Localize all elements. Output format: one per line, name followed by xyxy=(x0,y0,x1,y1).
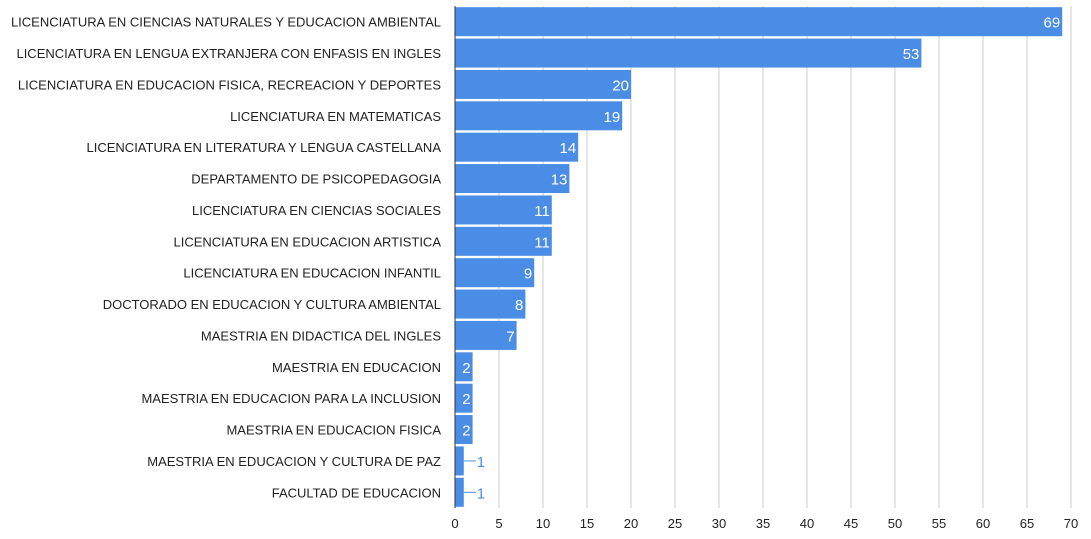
data-label: 2 xyxy=(462,391,470,408)
category-label: MAESTRIA EN EDUCACION Y CULTURA DE PAZ xyxy=(147,454,441,469)
data-label: 2 xyxy=(462,423,470,440)
x-tick-label: 65 xyxy=(1020,516,1034,531)
bar xyxy=(455,69,631,99)
bar xyxy=(455,383,473,413)
data-label: 14 xyxy=(560,140,577,157)
gridlines xyxy=(498,6,1072,508)
bar xyxy=(455,132,579,162)
bar xyxy=(455,320,517,350)
category-label: LICENCIATURA EN EDUCACION ARTISTICA xyxy=(173,234,441,249)
x-tick-label: 55 xyxy=(932,516,946,531)
x-tick-label: 45 xyxy=(844,516,858,531)
category-label: LICENCIATURA EN LENGUA EXTRANJERA CON EN… xyxy=(16,46,441,61)
data-label: 20 xyxy=(612,77,629,94)
data-label: 13 xyxy=(551,172,568,189)
bar xyxy=(455,477,464,507)
bar xyxy=(455,415,473,445)
category-label: LICENCIATURA EN LITERATURA Y LENGUA CAST… xyxy=(87,140,442,155)
category-label: MAESTRIA EN EDUCACION FISICA xyxy=(226,423,441,438)
category-label: DEPARTAMENTO DE PSICOPEDAGOGIA xyxy=(191,172,441,187)
x-tick-label: 15 xyxy=(580,516,594,531)
x-tick-label: 40 xyxy=(800,516,814,531)
bar xyxy=(455,164,570,194)
bar xyxy=(455,289,526,319)
x-tick-label: 25 xyxy=(668,516,682,531)
data-label: 8 xyxy=(515,297,523,314)
category-label: LICENCIATURA EN EDUCACION FISICA, RECREA… xyxy=(18,77,441,92)
data-label: 11 xyxy=(534,203,550,220)
category-label: MAESTRIA EN DIDACTICA DEL INGLES xyxy=(201,328,441,343)
data-label: 1 xyxy=(477,485,485,502)
x-axis-tick-labels: 0 5 10 15 20 25 30 35 40 45 50 55 60 65 70 xyxy=(451,516,1078,531)
data-label: 2 xyxy=(462,360,470,377)
data-label: 19 xyxy=(604,109,621,126)
category-labels: LICENCIATURA EN CIENCIAS NATURALES Y EDU… xyxy=(11,15,441,501)
data-label: 9 xyxy=(524,266,532,283)
bars xyxy=(455,7,1063,507)
data-label: 53 xyxy=(903,46,920,63)
data-label: 1 xyxy=(477,454,485,471)
bar xyxy=(455,446,464,476)
data-label: 69 xyxy=(1044,15,1061,32)
x-tick-label: 5 xyxy=(495,516,502,531)
data-label: 11 xyxy=(534,234,550,251)
x-tick-label: 30 xyxy=(712,516,726,531)
x-tick-label: 0 xyxy=(451,516,458,531)
category-label: LICENCIATURA EN CIENCIAS NATURALES Y EDU… xyxy=(11,15,441,30)
bar xyxy=(455,258,535,288)
category-label: DOCTORADO EN EDUCACION Y CULTURA AMBIENT… xyxy=(103,297,441,312)
x-tick-label: 50 xyxy=(888,516,902,531)
category-label: MAESTRIA EN EDUCACION PARA LA INCLUSION xyxy=(141,391,441,406)
category-label: MAESTRIA EN EDUCACION xyxy=(272,360,441,375)
x-tick-label: 20 xyxy=(624,516,638,531)
bar xyxy=(455,38,922,68)
x-tick-label: 60 xyxy=(976,516,990,531)
x-tick-label: 10 xyxy=(536,516,550,531)
x-tick-label: 35 xyxy=(756,516,770,531)
category-label: LICENCIATURA EN EDUCACION INFANTIL xyxy=(183,266,441,281)
bar xyxy=(455,226,552,256)
bar xyxy=(455,195,552,225)
bar xyxy=(455,101,623,131)
bar xyxy=(455,352,473,382)
bar xyxy=(455,7,1063,37)
category-label: FACULTAD DE EDUCACION xyxy=(272,485,441,500)
x-tick-label: 70 xyxy=(1064,516,1078,531)
category-label: LICENCIATURA EN CIENCIAS SOCIALES xyxy=(192,203,441,218)
category-label: LICENCIATURA EN MATEMATICAS xyxy=(230,109,441,124)
data-label: 7 xyxy=(506,328,514,345)
